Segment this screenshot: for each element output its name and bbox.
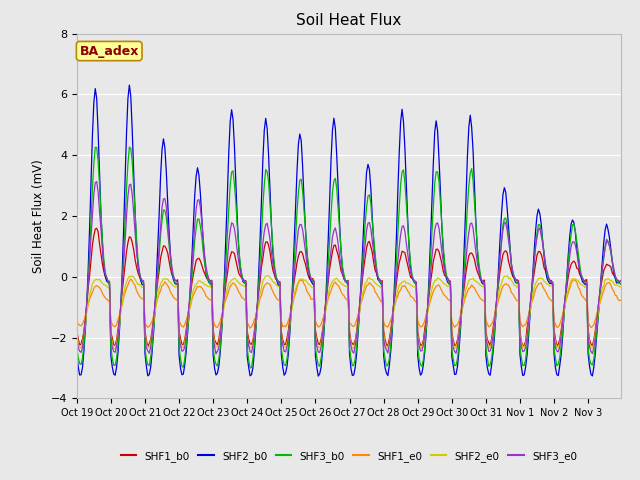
SHF3_b0: [463, 204, 471, 209]
SHF3_e0: [73, 334, 81, 339]
Title: Soil Heat Flux: Soil Heat Flux: [296, 13, 401, 28]
SHF2_e0: [617, 284, 625, 290]
SHF3_e0: [212, 351, 220, 357]
SHF3_b0: [246, 365, 254, 371]
SHF1_b0: [110, 342, 118, 348]
SHF3_e0: [617, 278, 625, 284]
SHF1_b0: [73, 328, 81, 334]
SHF3_b0: [73, 345, 81, 351]
SHF2_e0: [73, 332, 81, 338]
SHF1_e0: [92, 284, 99, 289]
SHF2_e0: [463, 282, 471, 288]
SHF1_e0: [127, 276, 134, 282]
SHF3_e0: [545, 274, 552, 279]
SHF1_b0: [617, 278, 625, 284]
Line: SHF3_e0: SHF3_e0: [77, 181, 621, 354]
SHF2_e0: [92, 277, 99, 283]
SHF2_e0: [263, 273, 271, 278]
SHF3_b0: [545, 276, 552, 282]
SHF1_e0: [356, 307, 364, 313]
SHF2_b0: [617, 281, 625, 287]
SHF3_b0: [125, 144, 133, 150]
SHF2_e0: [356, 310, 364, 315]
Line: SHF2_b0: SHF2_b0: [77, 85, 621, 376]
SHF3_b0: [616, 280, 623, 286]
SHF3_e0: [93, 179, 100, 184]
SHF1_b0: [356, 303, 364, 309]
SHF1_b0: [144, 343, 152, 349]
SHF2_b0: [73, 352, 81, 358]
SHF3_e0: [356, 306, 364, 312]
SHF2_e0: [108, 340, 116, 346]
SHF2_b0: [356, 310, 364, 316]
SHF2_b0: [125, 82, 133, 88]
SHF2_e0: [111, 346, 119, 352]
SHF3_b0: [356, 309, 364, 314]
SHF1_e0: [246, 325, 254, 331]
SHF3_e0: [110, 349, 118, 355]
SHF3_b0: [92, 144, 99, 150]
SHF1_b0: [92, 226, 99, 232]
SHF1_b0: [463, 261, 471, 266]
SHF3_e0: [92, 180, 99, 186]
SHF1_b0: [545, 276, 552, 281]
SHF3_b0: [108, 356, 116, 361]
Line: SHF1_e0: SHF1_e0: [77, 279, 621, 328]
SHF1_e0: [616, 298, 623, 303]
Legend: SHF1_b0, SHF2_b0, SHF3_b0, SHF1_e0, SHF2_e0, SHF3_e0: SHF1_b0, SHF2_b0, SHF3_b0, SHF1_e0, SHF2…: [116, 447, 581, 466]
SHF1_e0: [463, 289, 471, 295]
Line: SHF1_b0: SHF1_b0: [77, 228, 621, 346]
SHF3_e0: [616, 278, 623, 284]
SHF2_b0: [616, 280, 623, 286]
Text: BA_adex: BA_adex: [79, 45, 139, 58]
Line: SHF3_b0: SHF3_b0: [77, 147, 621, 368]
SHF1_b0: [93, 226, 100, 231]
SHF2_b0: [92, 86, 99, 92]
SHF3_b0: [617, 281, 625, 287]
Line: SHF2_e0: SHF2_e0: [77, 276, 621, 349]
SHF1_e0: [108, 322, 116, 327]
SHF2_b0: [314, 373, 322, 379]
SHF1_e0: [617, 298, 625, 303]
SHF2_e0: [545, 281, 552, 287]
SHF1_b0: [616, 279, 623, 285]
SHF3_e0: [463, 241, 471, 247]
SHF2_b0: [108, 364, 116, 370]
SHF1_e0: [545, 294, 552, 300]
SHF1_e0: [73, 318, 81, 324]
SHF2_b0: [545, 278, 552, 284]
SHF2_b0: [463, 154, 471, 159]
SHF2_e0: [616, 284, 623, 289]
Y-axis label: Soil Heat Flux (mV): Soil Heat Flux (mV): [32, 159, 45, 273]
